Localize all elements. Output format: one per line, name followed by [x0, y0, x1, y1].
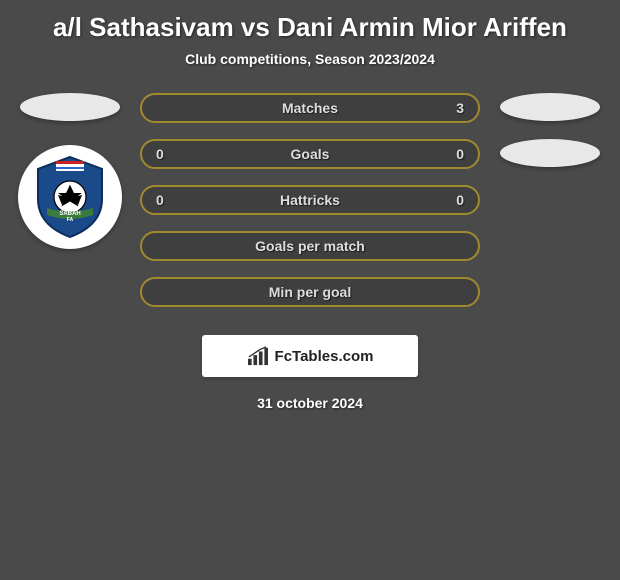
- stat-value-right: 0: [456, 192, 464, 208]
- player-ellipse-left: [20, 93, 120, 121]
- stat-pill: Min per goal: [140, 277, 480, 307]
- club-badge: SABAH FA: [18, 145, 122, 249]
- stat-row: Matches 3: [10, 85, 610, 131]
- stat-label: Goals per match: [255, 238, 365, 254]
- stat-label: Goals: [291, 146, 330, 162]
- svg-text:FA: FA: [67, 217, 74, 223]
- stat-pill: 0 Hattricks 0: [140, 185, 480, 215]
- player-ellipse-right: [500, 93, 600, 121]
- player-ellipse-right: [500, 139, 600, 167]
- date-text: 31 october 2024: [0, 395, 620, 411]
- infographic-container: a/l Sathasivam vs Dani Armin Mior Ariffe…: [0, 0, 620, 411]
- branding-text: FcTables.com: [275, 348, 374, 365]
- stat-label: Matches: [282, 100, 338, 116]
- stats-area: Matches 3 0 Goals 0 0 Hattricks 0 Goals per matc…: [0, 85, 620, 315]
- branding-box[interactable]: FcTables.com: [202, 335, 418, 377]
- page-title: a/l Sathasivam vs Dani Armin Mior Ariffe…: [0, 0, 620, 47]
- stat-value-left: 0: [156, 192, 164, 208]
- shield-icon: SABAH FA: [30, 153, 110, 241]
- stat-value-right: 3: [456, 100, 464, 116]
- subtitle: Club competitions, Season 2023/2024: [0, 47, 620, 85]
- stat-pill: Matches 3: [140, 93, 480, 123]
- stat-value-left: 0: [156, 146, 164, 162]
- stat-label: Min per goal: [269, 284, 351, 300]
- stat-row: Min per goal: [10, 269, 610, 315]
- stat-pill: Goals per match: [140, 231, 480, 261]
- stat-label: Hattricks: [280, 192, 340, 208]
- stat-pill: 0 Goals 0: [140, 139, 480, 169]
- chart-icon: [247, 346, 269, 366]
- stat-value-right: 0: [456, 146, 464, 162]
